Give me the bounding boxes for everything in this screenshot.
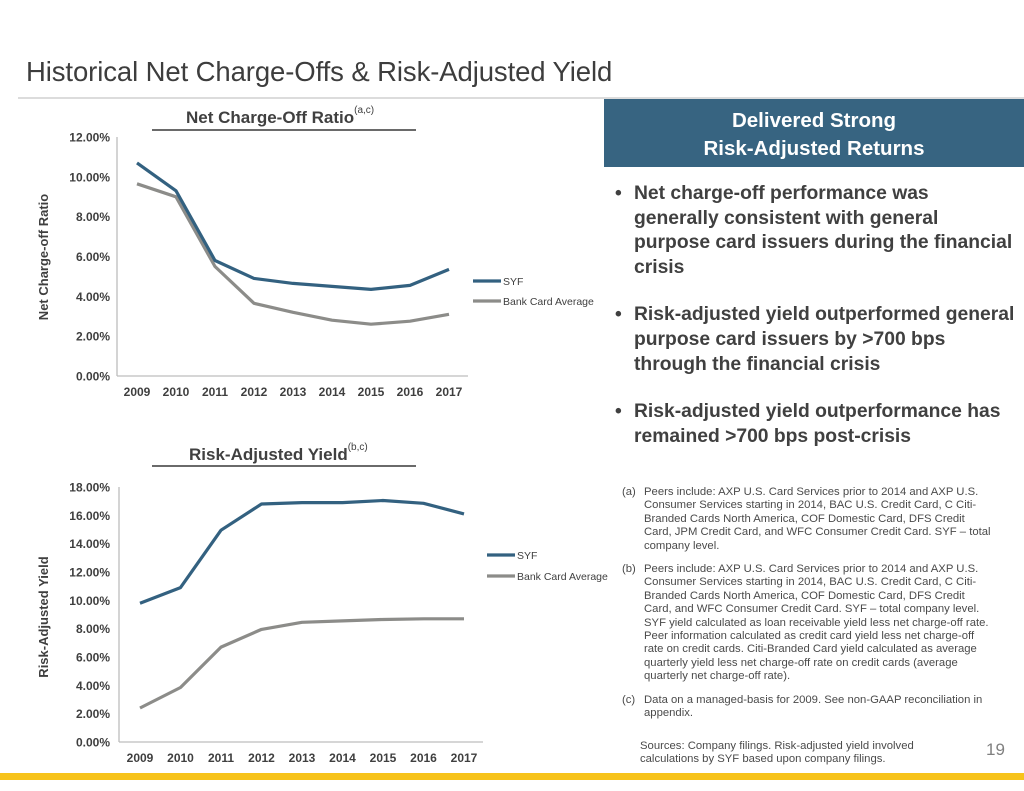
y-tick-label: 10.00%	[69, 170, 110, 184]
x-tick-label: 2014	[329, 751, 356, 765]
x-tick-label: 2015	[358, 385, 385, 399]
footnote-c: (c) Data on a managed-basis for 2009. Se…	[622, 694, 992, 721]
y-tick-label: 0.00%	[76, 370, 110, 384]
y-tick-label: 16.00%	[69, 509, 110, 523]
chart-title-underline	[152, 129, 416, 131]
chart-title-footnote-ref: (a,c)	[354, 105, 375, 117]
y-tick-label: 12.00%	[69, 131, 110, 145]
legend-label-bank-card-average: Bank Card Average	[517, 571, 608, 583]
y-tick-label: 18.00%	[69, 481, 110, 495]
bullet-item: • Risk-adjusted yield outperformed gener…	[612, 303, 1017, 377]
legend-label-syf: SYF	[517, 550, 537, 562]
x-tick-label: 2012	[248, 751, 275, 765]
y-tick-label: 14.00%	[69, 537, 110, 551]
chart-title-text: Net Charge-Off Ratio	[186, 108, 355, 127]
bullet-item: • Risk-adjusted yield outperformance has…	[612, 400, 1017, 449]
legend-label-syf: SYF	[503, 276, 523, 288]
x-tick-label: 2010	[163, 385, 190, 399]
footnote-text: Peers include: AXP U.S. Card Services pr…	[644, 563, 989, 683]
banner-line-1: Delivered Strong	[731, 109, 897, 132]
chart-title-text: Risk-Adjusted Yield	[189, 445, 348, 464]
x-tick-label: 2013	[289, 751, 316, 765]
bullet-list: • Net charge-off performance was general…	[612, 182, 1017, 472]
footnote-a: (a) Peers include: AXP U.S. Card Service…	[622, 486, 992, 553]
x-tick-label: 2009	[127, 751, 154, 765]
y-tick-label: 10.00%	[69, 594, 110, 608]
series-line-syf	[139, 498, 465, 605]
y-tick-label: 6.00%	[76, 250, 110, 264]
x-tick-label: 2014	[319, 385, 346, 399]
banner-line-2: Risk-Adjusted Returns	[703, 137, 925, 160]
legend-label-bank-card-average: Bank Card Average	[503, 296, 594, 308]
bullet-dot-icon: •	[615, 401, 622, 423]
bullet-text: Risk-adjusted yield outperformance has r…	[634, 401, 1001, 447]
page-title: Historical Net Charge-Offs & Risk-Adjust…	[26, 56, 613, 87]
footnote-tag: (a)	[622, 486, 636, 498]
footnote-text: Data on a managed-basis for 2009. See no…	[644, 693, 983, 720]
x-tick-label: 2012	[241, 385, 268, 399]
bullet-dot-icon: •	[615, 304, 622, 326]
title-divider	[18, 97, 1024, 99]
y-tick-label: 4.00%	[76, 679, 110, 693]
x-tick-label: 2011	[208, 751, 234, 765]
chart-title-net-charge-off: Net Charge-Off Ratio(a,c)	[186, 105, 375, 128]
x-tick-label: 2009	[124, 385, 151, 399]
page-number: 19	[986, 740, 1005, 759]
y-tick-label: 2.00%	[76, 330, 110, 344]
footnote-b: (b) Peers include: AXP U.S. Card Service…	[622, 563, 992, 684]
y-tick-label: 0.00%	[76, 736, 110, 750]
x-tick-label: 2017	[451, 751, 478, 765]
series-line-bank-card-average	[139, 617, 464, 710]
y-axis-label: Risk-Adjusted Yield	[36, 556, 51, 677]
key-message-banner: Delivered Strong Risk-Adjusted Returns	[604, 99, 1024, 167]
x-tick-label: 2016	[397, 385, 424, 399]
y-tick-label: 8.00%	[76, 210, 110, 224]
y-axis-label: Net Charge-off Ratio	[36, 194, 51, 320]
bullet-item: • Net charge-off performance was general…	[612, 182, 1017, 280]
series-line-bank-card-average	[136, 182, 450, 326]
chart-title-underline	[152, 465, 416, 467]
footer-accent-bar	[0, 773, 1024, 780]
chart-title-footnote-ref: (b,c)	[347, 442, 368, 454]
y-tick-label: 6.00%	[76, 651, 110, 665]
footnote-text: Peers include: AXP U.S. Card Services pr…	[644, 486, 991, 552]
bullet-dot-icon: •	[615, 183, 622, 204]
y-tick-label: 8.00%	[76, 622, 110, 636]
x-tick-label: 2011	[202, 385, 228, 399]
series-line-syf	[136, 161, 450, 291]
y-tick-label: 2.00%	[76, 707, 110, 721]
bullet-text: Net charge-off performance was generally…	[634, 183, 1013, 278]
footnotes: (a) Peers include: AXP U.S. Card Service…	[622, 486, 992, 731]
y-tick-label: 12.00%	[69, 566, 110, 580]
x-tick-label: 2010	[167, 751, 194, 765]
footnote-tag: (b)	[622, 563, 636, 576]
footnote-tag: (c)	[622, 693, 636, 706]
x-tick-label: 2015	[370, 751, 397, 765]
y-tick-label: 4.00%	[76, 290, 110, 304]
sources-note: Sources: Company filings. Risk-adjusted …	[640, 740, 914, 766]
chart-title-risk-adjusted-yield: Risk-Adjusted Yield(b,c)	[189, 442, 368, 465]
x-tick-label: 2016	[410, 751, 437, 765]
x-tick-label: 2017	[436, 385, 463, 399]
x-tick-label: 2013	[280, 385, 307, 399]
bullet-text: Risk-adjusted yield outperformed general…	[634, 304, 1015, 375]
